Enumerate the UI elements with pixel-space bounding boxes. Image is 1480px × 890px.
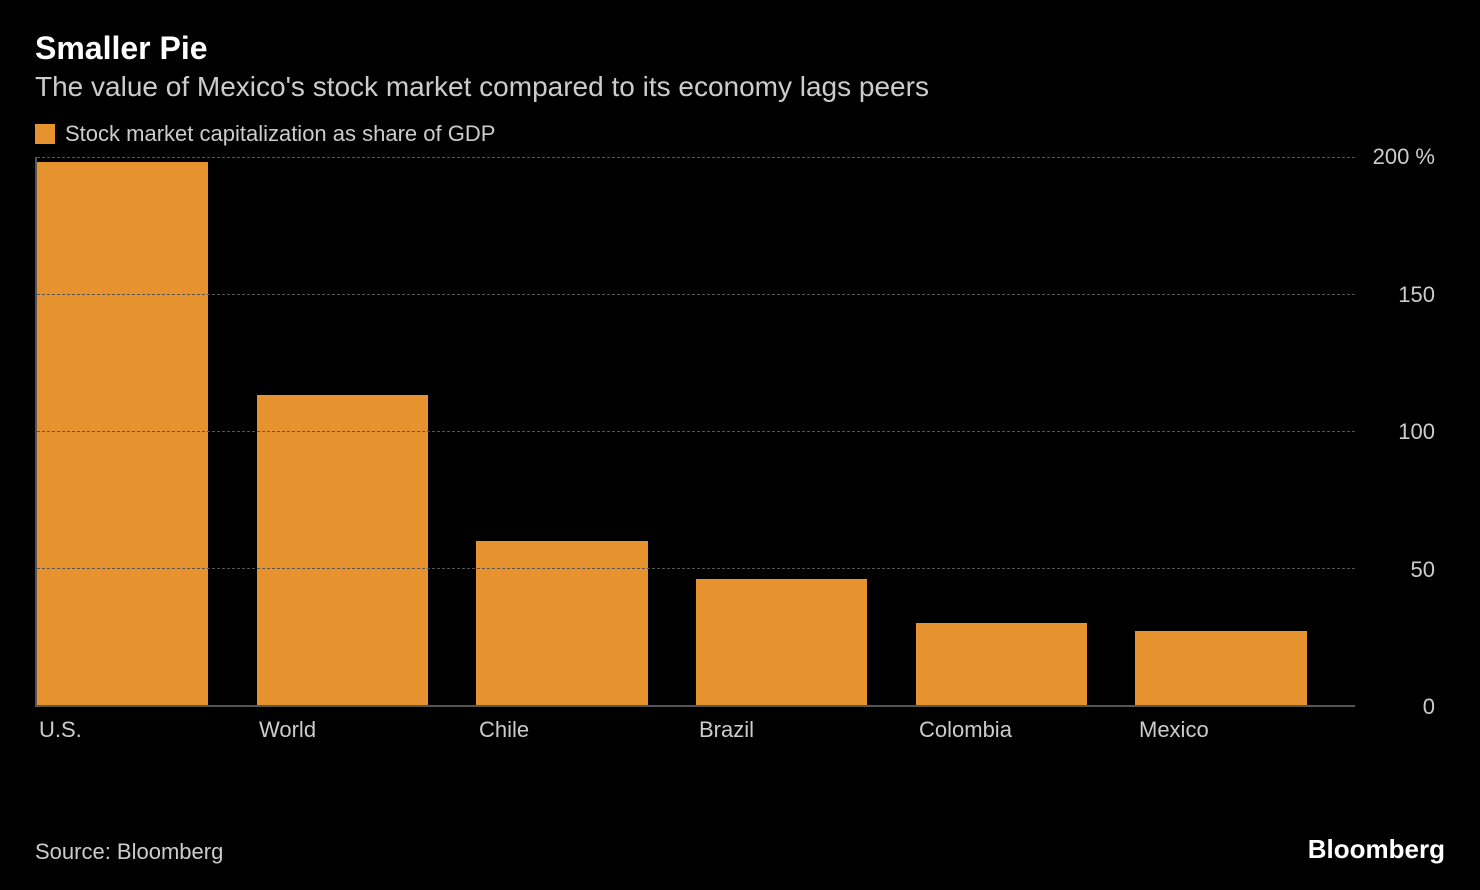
gridline	[37, 705, 1355, 706]
gridline	[37, 431, 1355, 432]
bar	[916, 623, 1087, 705]
y-tick-label: 200 %	[1355, 144, 1435, 170]
y-tick-label: 0	[1355, 694, 1435, 720]
y-tick-label: 150	[1355, 282, 1435, 308]
source-label: Source: Bloomberg	[35, 839, 223, 865]
x-tick-label: Colombia	[915, 711, 1135, 747]
x-tick-label: U.S.	[35, 711, 255, 747]
bar	[696, 579, 867, 705]
x-tick-label: Brazil	[695, 711, 915, 747]
x-tick-label: World	[255, 711, 475, 747]
legend-swatch	[35, 124, 55, 144]
bar	[1135, 631, 1306, 705]
legend: Stock market capitalization as share of …	[35, 121, 1445, 147]
x-tick-label: Chile	[475, 711, 695, 747]
chart-subtitle: The value of Mexico's stock market compa…	[35, 71, 1445, 103]
gridline	[37, 294, 1355, 295]
gridline	[37, 568, 1355, 569]
bar	[37, 162, 208, 705]
legend-label: Stock market capitalization as share of …	[65, 121, 495, 147]
gridline	[37, 157, 1355, 158]
bar	[257, 395, 428, 705]
y-tick-label: 50	[1355, 557, 1435, 583]
chart-area: U.S.WorldChileBrazilColombiaMexico 0 50 10…	[35, 157, 1445, 747]
x-tick-label: Mexico	[1135, 711, 1355, 747]
chart-title: Smaller Pie	[35, 30, 1445, 67]
plot-area	[35, 157, 1355, 707]
x-axis-labels: U.S.WorldChileBrazilColombiaMexico	[35, 711, 1355, 747]
bar	[476, 541, 647, 705]
chart-footer: Source: Bloomberg Bloomberg	[35, 834, 1445, 865]
y-tick-label: 100	[1355, 419, 1435, 445]
brand-logo: Bloomberg	[1308, 834, 1445, 865]
